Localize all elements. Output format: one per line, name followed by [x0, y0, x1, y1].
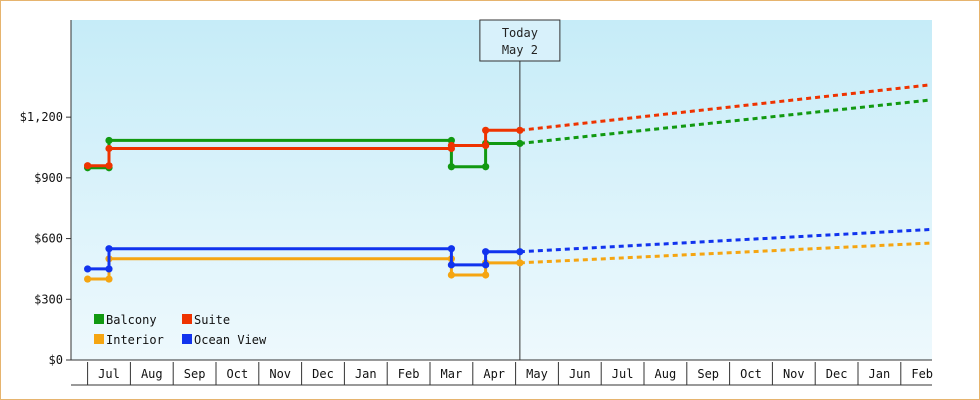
series-point-ocean-view[interactable]	[84, 265, 92, 273]
series-point-suite[interactable]	[105, 144, 113, 153]
x-tick-label: Jan	[355, 367, 377, 381]
x-tick-label: Oct	[740, 367, 762, 381]
series-point-interior[interactable]	[516, 259, 524, 267]
x-tick-label: Jun	[569, 367, 591, 381]
series-point-ocean-view[interactable]	[105, 245, 113, 253]
x-tick-label: Dec	[312, 367, 334, 381]
series-point-ocean-view[interactable]	[482, 261, 490, 269]
x-tick-label: Apr	[483, 367, 505, 381]
series-point-balcony[interactable]	[447, 136, 455, 145]
series-forecast-suite	[519, 83, 932, 132]
x-tick-label: Jan	[869, 367, 891, 381]
series-point-balcony[interactable]	[105, 136, 113, 145]
legend-label-suite: Suite	[194, 313, 230, 327]
legend-swatch-interior	[94, 334, 104, 344]
x-tick-label: Feb	[398, 367, 420, 381]
legend-swatch-balcony	[94, 314, 104, 324]
x-tick-label: Sep	[697, 367, 719, 381]
series-point-ocean-view[interactable]	[105, 265, 113, 273]
plot-background	[71, 20, 932, 360]
series-point-interior[interactable]	[447, 271, 455, 279]
series-point-ocean-view[interactable]	[482, 248, 490, 256]
legend-label-ocean-view: Ocean View	[194, 333, 267, 347]
y-tick-label: $300	[34, 292, 63, 306]
today-box	[479, 19, 561, 62]
series-point-interior[interactable]	[84, 275, 92, 283]
x-tick-label: Mar	[441, 367, 463, 381]
series-point-ocean-view[interactable]	[447, 261, 455, 269]
x-tick-label: Jul	[612, 367, 634, 381]
y-tick-label: $600	[34, 232, 63, 246]
series-forecast-ocean-view	[519, 227, 932, 254]
series-point-balcony[interactable]	[482, 163, 490, 171]
x-tick-label: Aug	[141, 367, 163, 381]
y-tick-label: $900	[34, 171, 63, 185]
series-point-suite[interactable]	[105, 162, 113, 170]
x-tick-label: Dec	[826, 367, 848, 381]
y-tick-label: $0	[49, 353, 63, 367]
x-tick-label: Jul	[98, 367, 120, 381]
series-point-ocean-view[interactable]	[516, 248, 524, 256]
x-tick-label: Nov	[783, 367, 805, 381]
series-forecast-balcony	[519, 98, 932, 145]
x-tick-label: Feb	[911, 367, 933, 381]
x-tick-label: May	[526, 367, 548, 381]
series-forecast-interior	[519, 241, 932, 265]
series-point-ocean-view[interactable]	[447, 245, 455, 253]
series-point-suite[interactable]	[447, 141, 455, 150]
today-label: Today	[502, 26, 538, 40]
x-tick-label: Sep	[184, 367, 206, 381]
series-point-interior[interactable]	[105, 275, 113, 283]
series-point-interior[interactable]	[482, 271, 490, 279]
y-tick-label: $1,200	[20, 110, 63, 124]
series-point-balcony[interactable]	[516, 139, 524, 148]
legend-label-interior: Interior	[106, 333, 164, 347]
x-tick-label: Oct	[227, 367, 249, 381]
legend-label-balcony: Balcony	[106, 313, 157, 327]
x-tick-label: Aug	[655, 367, 677, 381]
series-point-suite[interactable]	[482, 141, 490, 150]
legend-swatch-ocean-view	[182, 334, 192, 344]
legend-swatch-suite	[182, 314, 192, 324]
today-date-label: May 2	[502, 43, 538, 57]
series-point-balcony[interactable]	[447, 163, 455, 171]
series-point-suite[interactable]	[516, 126, 524, 134]
x-tick-label: Nov	[269, 367, 291, 381]
series-point-suite[interactable]	[482, 126, 490, 134]
series-point-suite[interactable]	[84, 162, 92, 170]
